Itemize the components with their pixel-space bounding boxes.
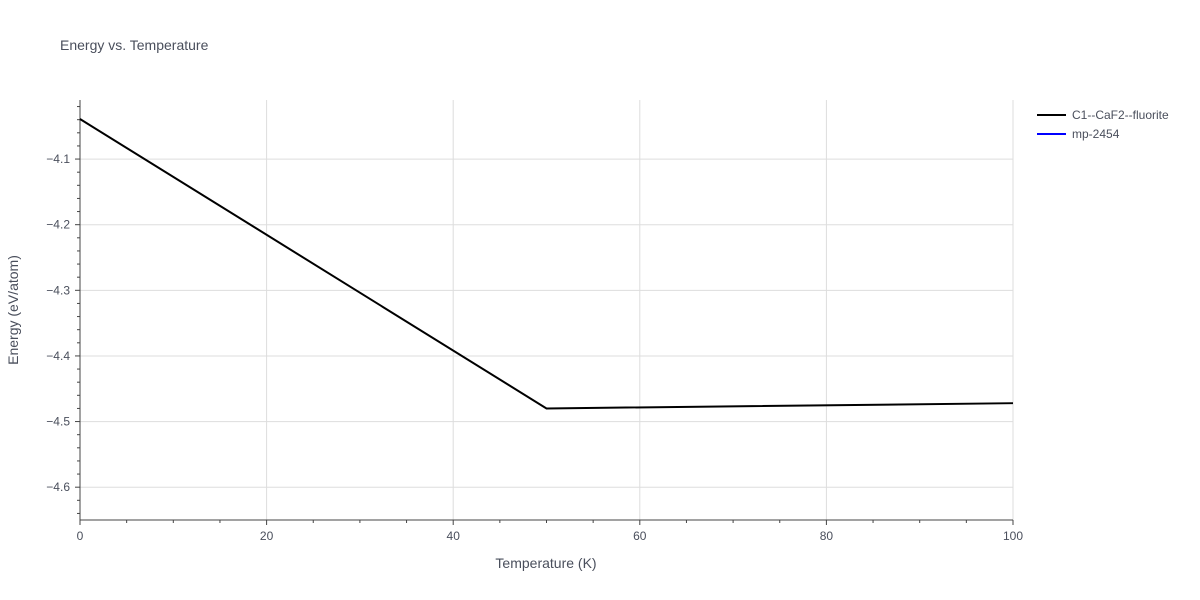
y-tick-label: −4.2 [46,218,70,232]
y-tick-label: −4.4 [46,349,70,363]
x-tick-label: 60 [633,529,647,543]
y-tick-label: −4.3 [46,283,70,297]
legend-item[interactable]: C1--CaF2--fluorite [1037,108,1169,122]
x-tick-label: 40 [447,529,461,543]
x-tick-label: 0 [77,529,84,543]
x-axis-label: Temperature (K) [495,555,596,571]
y-tick-label: −4.5 [46,415,70,429]
legend-label: mp-2454 [1072,127,1120,141]
x-tick-label: 80 [820,529,834,543]
legend-label: C1--CaF2--fluorite [1072,108,1169,122]
x-tick-label: 100 [1003,529,1023,543]
chart-title: Energy vs. Temperature [60,37,209,53]
y-tick-label: −4.6 [46,480,70,494]
grid-lines [80,100,1014,520]
series-lines [79,118,1014,410]
legend[interactable]: C1--CaF2--fluorite mp-2454 [1037,108,1169,141]
series-line-0 [79,118,1014,410]
x-tick-label: 20 [260,529,274,543]
axes [75,100,1014,525]
legend-item[interactable]: mp-2454 [1037,127,1120,141]
tick-labels: 0 20 40 60 80 100 −4.1 −4.2 −4.3 −4.4 −4.5 −4.6 [46,152,1023,543]
y-tick-label: −4.1 [46,152,70,166]
y-axis-label: Energy (eV/atom) [5,255,21,365]
